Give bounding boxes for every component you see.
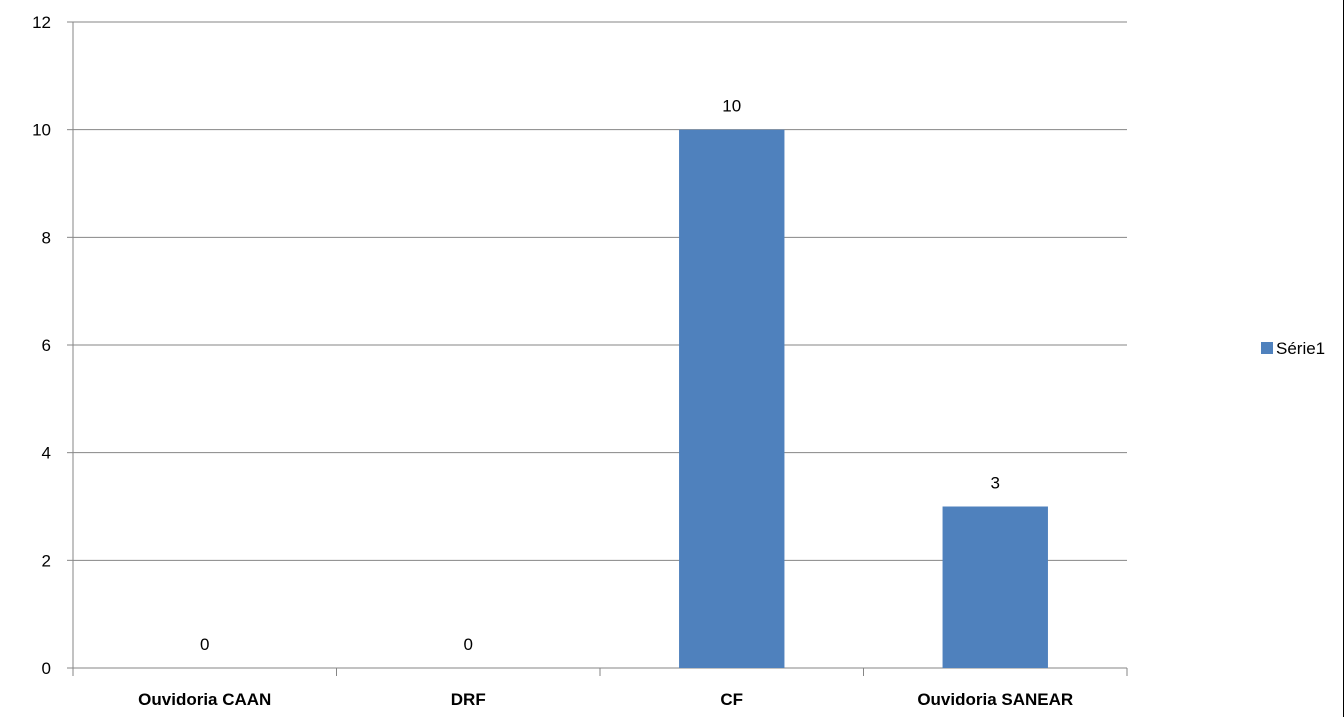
y-axis-ticks: 0 2 4 6 8 10 12	[32, 13, 73, 678]
data-label-0: 0	[200, 635, 209, 654]
y-tick-label: 4	[42, 444, 51, 463]
category-label-1: DRF	[451, 690, 486, 709]
legend: Série1	[1261, 339, 1325, 358]
bar-2	[679, 129, 785, 668]
legend-swatch	[1261, 342, 1273, 354]
data-label-1: 0	[464, 635, 473, 654]
data-label-3: 3	[991, 474, 1000, 493]
bars	[679, 129, 1048, 668]
bar-3	[942, 506, 1048, 668]
y-tick-label: 12	[32, 13, 51, 32]
data-label-2: 10	[722, 97, 741, 116]
y-tick-label: 8	[42, 228, 51, 247]
category-label-0: Ouvidoria CAAN	[138, 690, 271, 709]
legend-label: Série1	[1276, 339, 1325, 358]
y-tick-label: 6	[42, 336, 51, 355]
data-labels: 0 0 10 3	[200, 97, 1000, 654]
y-tick-label: 0	[42, 659, 51, 678]
category-label-3: Ouvidoria SANEAR	[917, 690, 1073, 709]
y-tick-label: 10	[32, 121, 51, 140]
y-tick-label: 2	[42, 551, 51, 570]
gridlines	[73, 21, 1127, 561]
category-label-2: CF	[720, 690, 743, 709]
x-axis-categories: Ouvidoria CAAN DRF CF Ouvidoria SANEAR	[138, 690, 1073, 709]
